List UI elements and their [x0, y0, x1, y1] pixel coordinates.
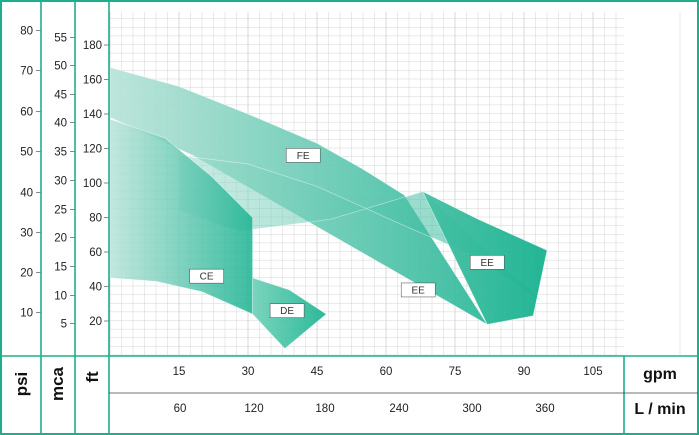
gpm-tick-label: 90: [518, 366, 531, 378]
series-label-box-2: [469, 255, 505, 270]
lmin-tick-label: 360: [535, 403, 554, 415]
series-label-box-0: [285, 148, 321, 163]
mca-tick-label: 35: [54, 147, 67, 159]
series-label-ee: EE: [412, 285, 426, 296]
gpm-tick-label: 60: [380, 366, 393, 378]
gpm-tick-label: 45: [311, 366, 324, 378]
ft-tick-label: 100: [83, 178, 102, 190]
mca-tick-label: 10: [54, 291, 67, 303]
gpm-tick-label: 15: [173, 366, 186, 378]
tick-labels: 10 20 30 40 50 60 70 80 5 10 15 20 25 30 35 40 45 50 55 20 4…: [20, 26, 602, 416]
ft-tick-label: 60: [89, 247, 102, 259]
series-label-box-3: [189, 268, 224, 284]
gpm-tick-label: 105: [583, 366, 602, 378]
mca-tick-label: 30: [54, 176, 67, 188]
lmin-tick-label: 60: [174, 403, 187, 415]
ft-tick-label: 20: [89, 316, 102, 328]
mca-tick-label: 25: [54, 205, 67, 217]
psi-tick-label: 10: [20, 308, 33, 320]
psi-tick-label: 50: [20, 147, 33, 159]
lmin-tick-label: 120: [244, 403, 263, 415]
series-label-ee: EE: [481, 258, 495, 269]
mca-tick-label: 40: [54, 118, 67, 130]
lmin-axis-title: L / min: [634, 401, 685, 418]
ft-tick-label: 120: [83, 144, 102, 156]
ft-tick-label: 80: [89, 213, 102, 225]
mca-tick-label: 50: [54, 61, 67, 73]
ft-tick-label: 180: [83, 40, 102, 52]
lmin-tick-label: 300: [462, 403, 481, 415]
psi-tick-label: 20: [20, 268, 33, 280]
mca-tick-label: 55: [54, 33, 67, 45]
mca-tick-label: 20: [54, 233, 67, 245]
series-label-de: DE: [280, 306, 294, 317]
gpm-tick-label: 75: [449, 366, 462, 378]
ft-tick-label: 140: [83, 109, 102, 121]
psi-tick-label: 60: [20, 107, 33, 119]
series-label-box-4: [269, 303, 305, 318]
ft-tick-label: 160: [83, 75, 102, 87]
mca-tick-label: 5: [61, 319, 67, 331]
psi-axis-title: psi: [12, 372, 31, 397]
ft-axis-title: ft: [83, 371, 102, 383]
ft-tick-label: 40: [89, 282, 102, 294]
mca-tick-label: 15: [54, 262, 67, 274]
psi-tick-label: 40: [20, 188, 33, 200]
psi-tick-label: 80: [20, 26, 33, 38]
lmin-tick-label: 240: [389, 403, 408, 415]
lmin-tick-label: 180: [315, 403, 334, 415]
series-labels: FE EE EE CE DE: [189, 148, 505, 318]
series-label-box-1: [400, 282, 436, 298]
psi-tick-label: 70: [20, 66, 33, 78]
series-label-fe: FE: [297, 151, 310, 162]
gpm-tick-label: 30: [242, 366, 255, 378]
mca-tick-label: 45: [54, 90, 67, 102]
psi-tick-label: 30: [20, 228, 33, 240]
mca-axis-title: mca: [48, 366, 67, 401]
series-label-ce: CE: [200, 272, 214, 283]
gpm-axis-title: gpm: [643, 366, 677, 383]
